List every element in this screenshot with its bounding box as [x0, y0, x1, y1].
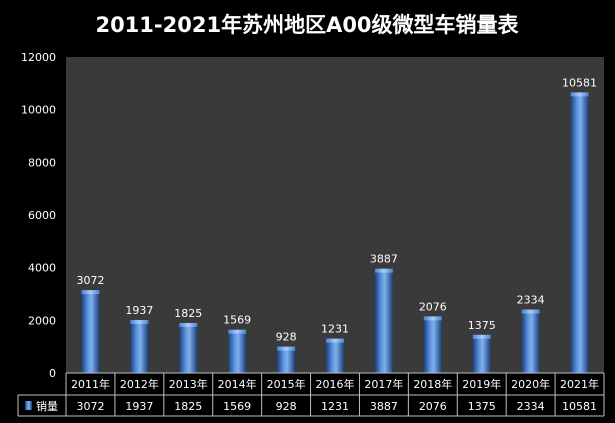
chart-title: 2011-2021年苏州地区A00级微型车销量表: [95, 13, 519, 37]
x-category-label: 2020年: [511, 377, 550, 391]
data-label: 928: [276, 331, 297, 344]
x-category-label: 2021年: [560, 377, 599, 391]
bar: [130, 321, 149, 373]
table-value: 2334: [517, 400, 545, 413]
x-category-label: 2012年: [120, 377, 159, 391]
bar: [521, 311, 540, 373]
y-tick-label: 6000: [28, 209, 56, 222]
table-value: 3072: [76, 400, 104, 413]
legend-swatch: [25, 401, 32, 410]
x-category-label: 2017年: [364, 377, 403, 391]
bar: [179, 324, 198, 373]
table-value: 3887: [370, 400, 398, 413]
data-label: 1825: [174, 307, 202, 320]
bar: [326, 340, 344, 373]
bar: [277, 348, 296, 373]
x-category-label: 2011年: [71, 377, 110, 391]
table-value: 928: [276, 400, 297, 413]
x-category-label: 2016年: [316, 377, 355, 391]
legend-series-name: 销量: [36, 399, 58, 413]
y-tick-label: 2000: [28, 314, 56, 327]
data-label: 1231: [321, 323, 349, 336]
data-labels: 3072 1937 1825 1569 928 1231 3887 2076 1375 2334 1…: [76, 76, 597, 343]
bar-cap: [423, 316, 442, 321]
table-value: 10581: [562, 400, 597, 413]
data-label: 1375: [468, 319, 496, 332]
table-value: 1375: [468, 400, 496, 413]
bar-cap: [570, 92, 589, 97]
data-label: 2076: [419, 300, 447, 313]
bar-cap: [81, 290, 100, 295]
plot-area: [66, 57, 604, 373]
x-category-label: 2019年: [462, 377, 501, 391]
y-tick-label: 0: [49, 367, 56, 380]
bar-cap: [179, 322, 198, 327]
table-value: 1569: [223, 400, 251, 413]
bar: [374, 270, 393, 373]
y-tick-label: 12000: [21, 51, 56, 64]
bar-cap: [472, 334, 491, 339]
bar-cap: [521, 309, 540, 314]
x-category-label: 2014年: [218, 377, 257, 391]
bar-cap: [228, 329, 247, 334]
bar: [81, 292, 100, 373]
x-category-label: 2015年: [267, 377, 306, 391]
y-axis: 0 2000 4000 6000 8000 10000 12000: [21, 51, 56, 380]
data-label: 1937: [125, 304, 153, 317]
bar-cap: [326, 338, 344, 343]
y-tick-label: 4000: [28, 262, 56, 275]
table-value: 1937: [125, 400, 153, 413]
data-label: 1569: [223, 314, 251, 327]
bar-cap: [374, 268, 393, 273]
bar: [472, 336, 491, 373]
bar-cap: [277, 346, 296, 351]
bars: [81, 92, 589, 373]
data-table: 2011年 2012年 2013年 2014年 2015年 2016年 2017年 2018年…: [17, 372, 605, 417]
x-category-label: 2018年: [413, 377, 452, 391]
data-label: 3072: [76, 274, 104, 287]
y-tick-label: 10000: [21, 104, 56, 117]
bar: [228, 331, 247, 373]
table-value: 1825: [174, 400, 202, 413]
data-label: 10581: [562, 76, 597, 89]
bar-cap: [130, 319, 149, 324]
data-label: 3887: [370, 253, 398, 266]
data-label: 2334: [517, 294, 545, 307]
y-tick-label: 8000: [28, 156, 56, 169]
x-category-label: 2013年: [169, 377, 208, 391]
table-value: 2076: [419, 400, 447, 413]
table-value: 1231: [321, 400, 349, 413]
bar: [423, 318, 442, 373]
bar: [570, 94, 589, 373]
